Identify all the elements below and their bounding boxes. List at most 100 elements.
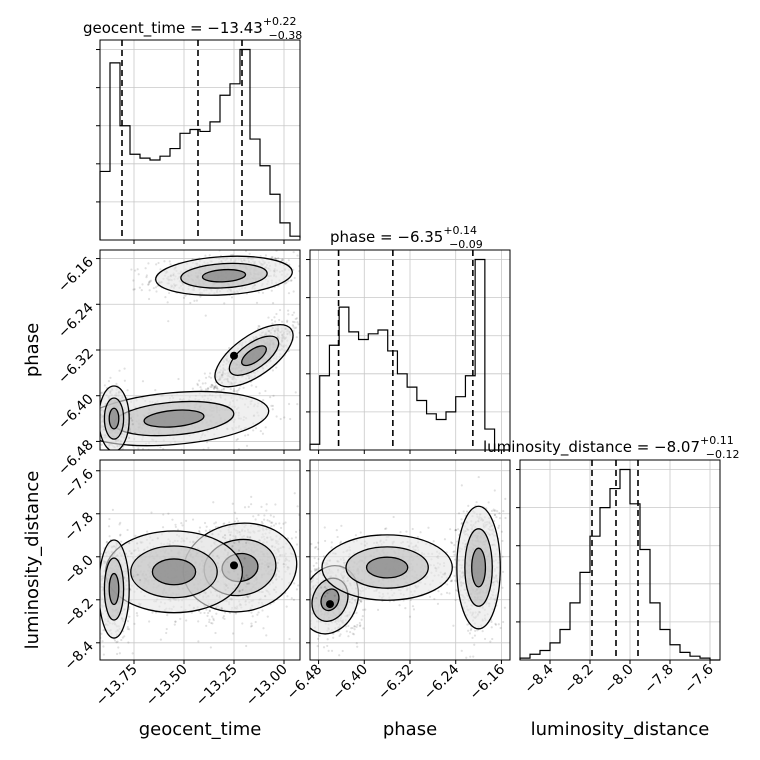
scatter-geocent-time-vs-phase-sample [128,436,131,439]
scatter-geocent-time-vs-luminosity-distance-sample [235,517,238,520]
scatter-geocent-time-vs-luminosity-distance-sample [279,526,283,530]
scatter-geocent-time-vs-phase-sample [278,318,281,322]
scatter-phase-vs-luminosity-distance-sample [305,590,307,592]
scatter-geocent-time-vs-luminosity-distance-sample [208,620,211,624]
scatter-geocent-time-vs-phase-sample [238,387,241,390]
scatter-geocent-time-vs-phase-sample [281,320,284,323]
scatter-phase-vs-luminosity-distance-sample [306,611,308,613]
scatter-geocent-time-vs-luminosity-distance-sample [210,621,213,625]
scatter-geocent-time-vs-phase-sample [93,454,95,456]
scatter-geocent-time-vs-luminosity-distance-sample [97,561,99,563]
scatter-geocent-time-vs-luminosity-distance-sample [128,615,131,618]
scatter-geocent-time-vs-phase-sample [287,313,290,316]
scatter-geocent-time-vs-phase-sample [264,389,267,393]
scatter-phase-vs-luminosity-distance-sample [315,569,318,572]
scatter-geocent-time-vs-phase-sample [154,389,157,392]
scatter-phase-vs-luminosity-distance-sample [362,608,365,611]
scatter-geocent-time-vs-phase-sample [275,312,278,316]
scatter-geocent-time-vs-phase-sample [93,438,95,440]
scatter-geocent-time-vs-phase-contour-inner [241,345,267,367]
scatter-geocent-time-vs-phase-sample [209,385,212,389]
scatter-geocent-time-vs-luminosity-distance-sample [211,622,214,625]
scatter-geocent-time-vs-luminosity-distance-sample [302,574,304,576]
scatter-geocent-time-vs-luminosity-distance-sample [167,512,170,515]
scatter-geocent-time-vs-luminosity-distance-sample [257,513,260,517]
scatter-geocent-time-vs-luminosity-distance-sample [119,521,122,524]
scatter-geocent-time-vs-phase-sample [206,387,210,390]
scatter-geocent-time-vs-phase-sample [196,382,199,385]
scatter-geocent-time-vs-phase-sample [235,438,238,442]
scatter-geocent-time-vs-phase-sample [154,286,158,289]
scatter-geocent-time-vs-phase-sample [198,379,201,382]
scatter-geocent-time-vs-luminosity-distance-sample [131,652,134,655]
scatter-geocent-time-vs-phase-sample [182,296,186,299]
scatter-geocent-time-vs-luminosity-distance-sample [128,628,131,631]
scatter-geocent-time-vs-phase-sample [306,317,308,319]
scatter-geocent-time-vs-phase-sample [115,382,118,386]
scatter-phase-vs-luminosity-distance-sample [332,636,335,639]
scatter-geocent-time-vs-luminosity-distance-sample [159,638,163,641]
scatter-geocent-time-vs-phase-contour-inner [201,268,247,283]
scatter-geocent-time-vs-phase-sample [123,367,126,370]
scatter-geocent-time-vs-phase-sample [100,443,103,446]
scatter-geocent-time-vs-luminosity-distance-sample [102,629,105,632]
scatter-geocent-time-vs-phase-sample [97,445,99,447]
scatter-geocent-time-vs-phase-sample [208,254,211,257]
scatter-geocent-time-vs-phase-sample [259,429,262,433]
scatter-geocent-time-vs-phase-sample [237,447,240,450]
scatter-geocent-time-vs-phase-sample [262,398,265,402]
scatter-geocent-time-vs-phase-sample [293,276,296,280]
scatter-geocent-time-vs-phase-sample [295,336,298,339]
scatter-geocent-time-vs-luminosity-distance-xtick-label: −13.00 [243,662,291,710]
scatter-geocent-time-vs-phase-sample [199,386,202,389]
scatter-geocent-time-vs-phase-sample [96,435,98,437]
scatter-geocent-time-vs-phase-sample [132,288,135,291]
scatter-geocent-time-vs-phase-sample [57,439,59,441]
scatter-phase-vs-luminosity-distance-sample [335,528,338,532]
scatter-geocent-time-vs-phase-sample [145,276,148,279]
scatter-geocent-time-vs-phase-sample [292,329,295,332]
scatter-geocent-time-vs-phase-sample [123,379,126,382]
scatter-geocent-time-vs-phase-sample [270,289,273,292]
scatter-geocent-time-vs-phase-sample [287,259,290,262]
scatter-geocent-time-vs-luminosity-distance-sample [89,581,91,583]
scatter-geocent-time-vs-phase-sample [144,267,147,270]
scatter-geocent-time-vs-luminosity-distance-sample [222,616,225,619]
scatter-geocent-time-vs-phase-sample [109,376,112,379]
scatter-geocent-time-vs-phase-sample [199,295,202,298]
scatter-geocent-time-vs-phase-sample [303,350,305,352]
scatter-geocent-time-vs-luminosity-distance-sample [105,540,109,543]
scatter-geocent-time-vs-phase-sample [137,273,140,276]
scatter-geocent-time-vs-luminosity-distance-sample [266,615,269,618]
scatter-geocent-time-vs-luminosity-distance-sample [261,522,264,525]
scatter-geocent-time-vs-phase-sample [101,456,103,458]
scatter-geocent-time-vs-phase-sample [296,321,299,324]
scatter-geocent-time-vs-luminosity-distance-sample [250,624,254,627]
scatter-geocent-time-vs-luminosity-distance-sample [87,624,89,626]
scatter-geocent-time-vs-luminosity-distance-sample [212,501,215,504]
scatter-geocent-time-vs-phase-sample [237,389,240,392]
scatter-geocent-time-vs-phase-sample [147,283,150,286]
scatter-geocent-time-vs-phase-sample [306,310,308,312]
scatter-geocent-time-vs-luminosity-distance-sample [115,652,119,656]
scatter-phase-vs-luminosity-distance-sample [338,634,341,638]
scatter-geocent-time-vs-luminosity-distance-sample [247,582,250,585]
scatter-geocent-time-vs-luminosity-distance-sample [171,518,174,521]
scatter-phase-vs-luminosity-distance-sample [353,625,356,628]
scatter-geocent-time-vs-luminosity-distance-sample [270,521,273,524]
scatter-geocent-time-vs-phase-sample [236,437,239,441]
scatter-geocent-time-vs-phase-sample [148,280,151,283]
scatter-geocent-time-vs-luminosity-distance-sample [97,552,99,554]
scatter-geocent-time-vs-phase-sample [159,268,162,271]
scatter-phase-vs-luminosity-distance-sample [307,612,309,614]
scatter-geocent-time-vs-luminosity-distance-sample [209,646,212,649]
scatter-geocent-time-vs-luminosity-distance-sample [148,620,151,623]
scatter-geocent-time-vs-phase-ytick-label: −6.40 [55,391,97,433]
scatter-geocent-time-vs-luminosity-distance-sample [238,590,241,593]
scatter-geocent-time-vs-phase-sample [306,268,308,270]
scatter-phase-vs-luminosity-distance-sample [318,634,321,637]
scatter-phase-vs-luminosity-distance-sample [305,577,307,579]
scatter-geocent-time-vs-phase-sample [167,320,170,323]
scatter-geocent-time-vs-phase-sample [233,390,236,393]
scatter-geocent-time-vs-phase-sample [215,385,218,388]
